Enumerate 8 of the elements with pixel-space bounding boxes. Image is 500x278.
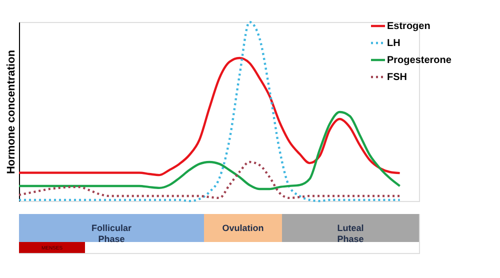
text: Luteal Phase	[337, 223, 364, 244]
legend-label: Estrogen	[387, 21, 430, 32]
y-axis-title: Hormone concentration	[6, 50, 18, 174]
text: Follicular Phase	[91, 223, 132, 244]
legend-label: Progesterone	[387, 55, 452, 66]
text: Ovulation	[222, 223, 264, 233]
legend-label: FSH	[387, 72, 407, 83]
legend-label: LH	[387, 38, 400, 49]
